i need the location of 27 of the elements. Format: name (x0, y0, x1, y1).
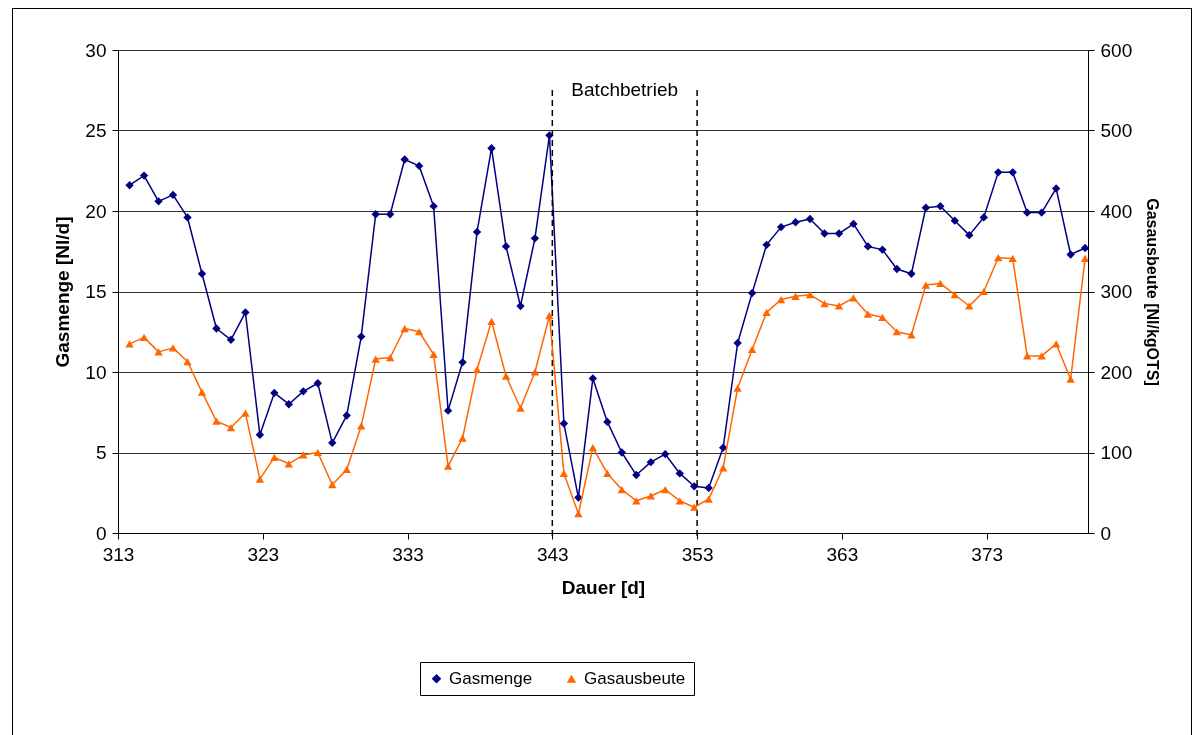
y2-tick-label: 200 (1100, 361, 1133, 383)
legend-label: Gasausbeute (584, 668, 686, 688)
y-tick-label: 15 (85, 281, 107, 302)
x-tick-label: 323 (247, 543, 280, 565)
x-tick-label: 343 (536, 543, 569, 565)
x-tick-label: 333 (392, 543, 424, 565)
y2-tick-label: 500 (1100, 120, 1133, 141)
annotation: Batchbetrieb (571, 79, 679, 100)
x-axis-title: Dauer [d] (561, 576, 646, 598)
y-tick-label: 20 (85, 200, 107, 222)
x-tick-label: 363 (826, 543, 859, 565)
y2-tick-label: 300 (1100, 281, 1133, 302)
y2-tick-label: 100 (1100, 442, 1133, 463)
y-tick-label: 25 (85, 120, 107, 141)
y2-tick-label: 0 (1100, 522, 1112, 544)
y2-tick-label: 400 (1100, 200, 1133, 222)
y-tick-label: 5 (95, 442, 107, 463)
y-tick-label: 30 (85, 39, 107, 61)
y2-axis-title: Gasausbeute [Nl/kgOTS] (1144, 198, 1162, 386)
y-axis-title: Gasmenge [Nl/d] (52, 216, 74, 368)
y2-tick-label: 600 (1100, 39, 1133, 61)
y-tick-label: 0 (95, 522, 107, 544)
legend-label: Gasmenge (449, 668, 533, 688)
x-tick-label: 373 (971, 543, 1004, 565)
y-tick-label: 10 (85, 361, 107, 383)
x-tick-label: 353 (681, 543, 714, 565)
x-tick-label: 313 (102, 543, 135, 565)
